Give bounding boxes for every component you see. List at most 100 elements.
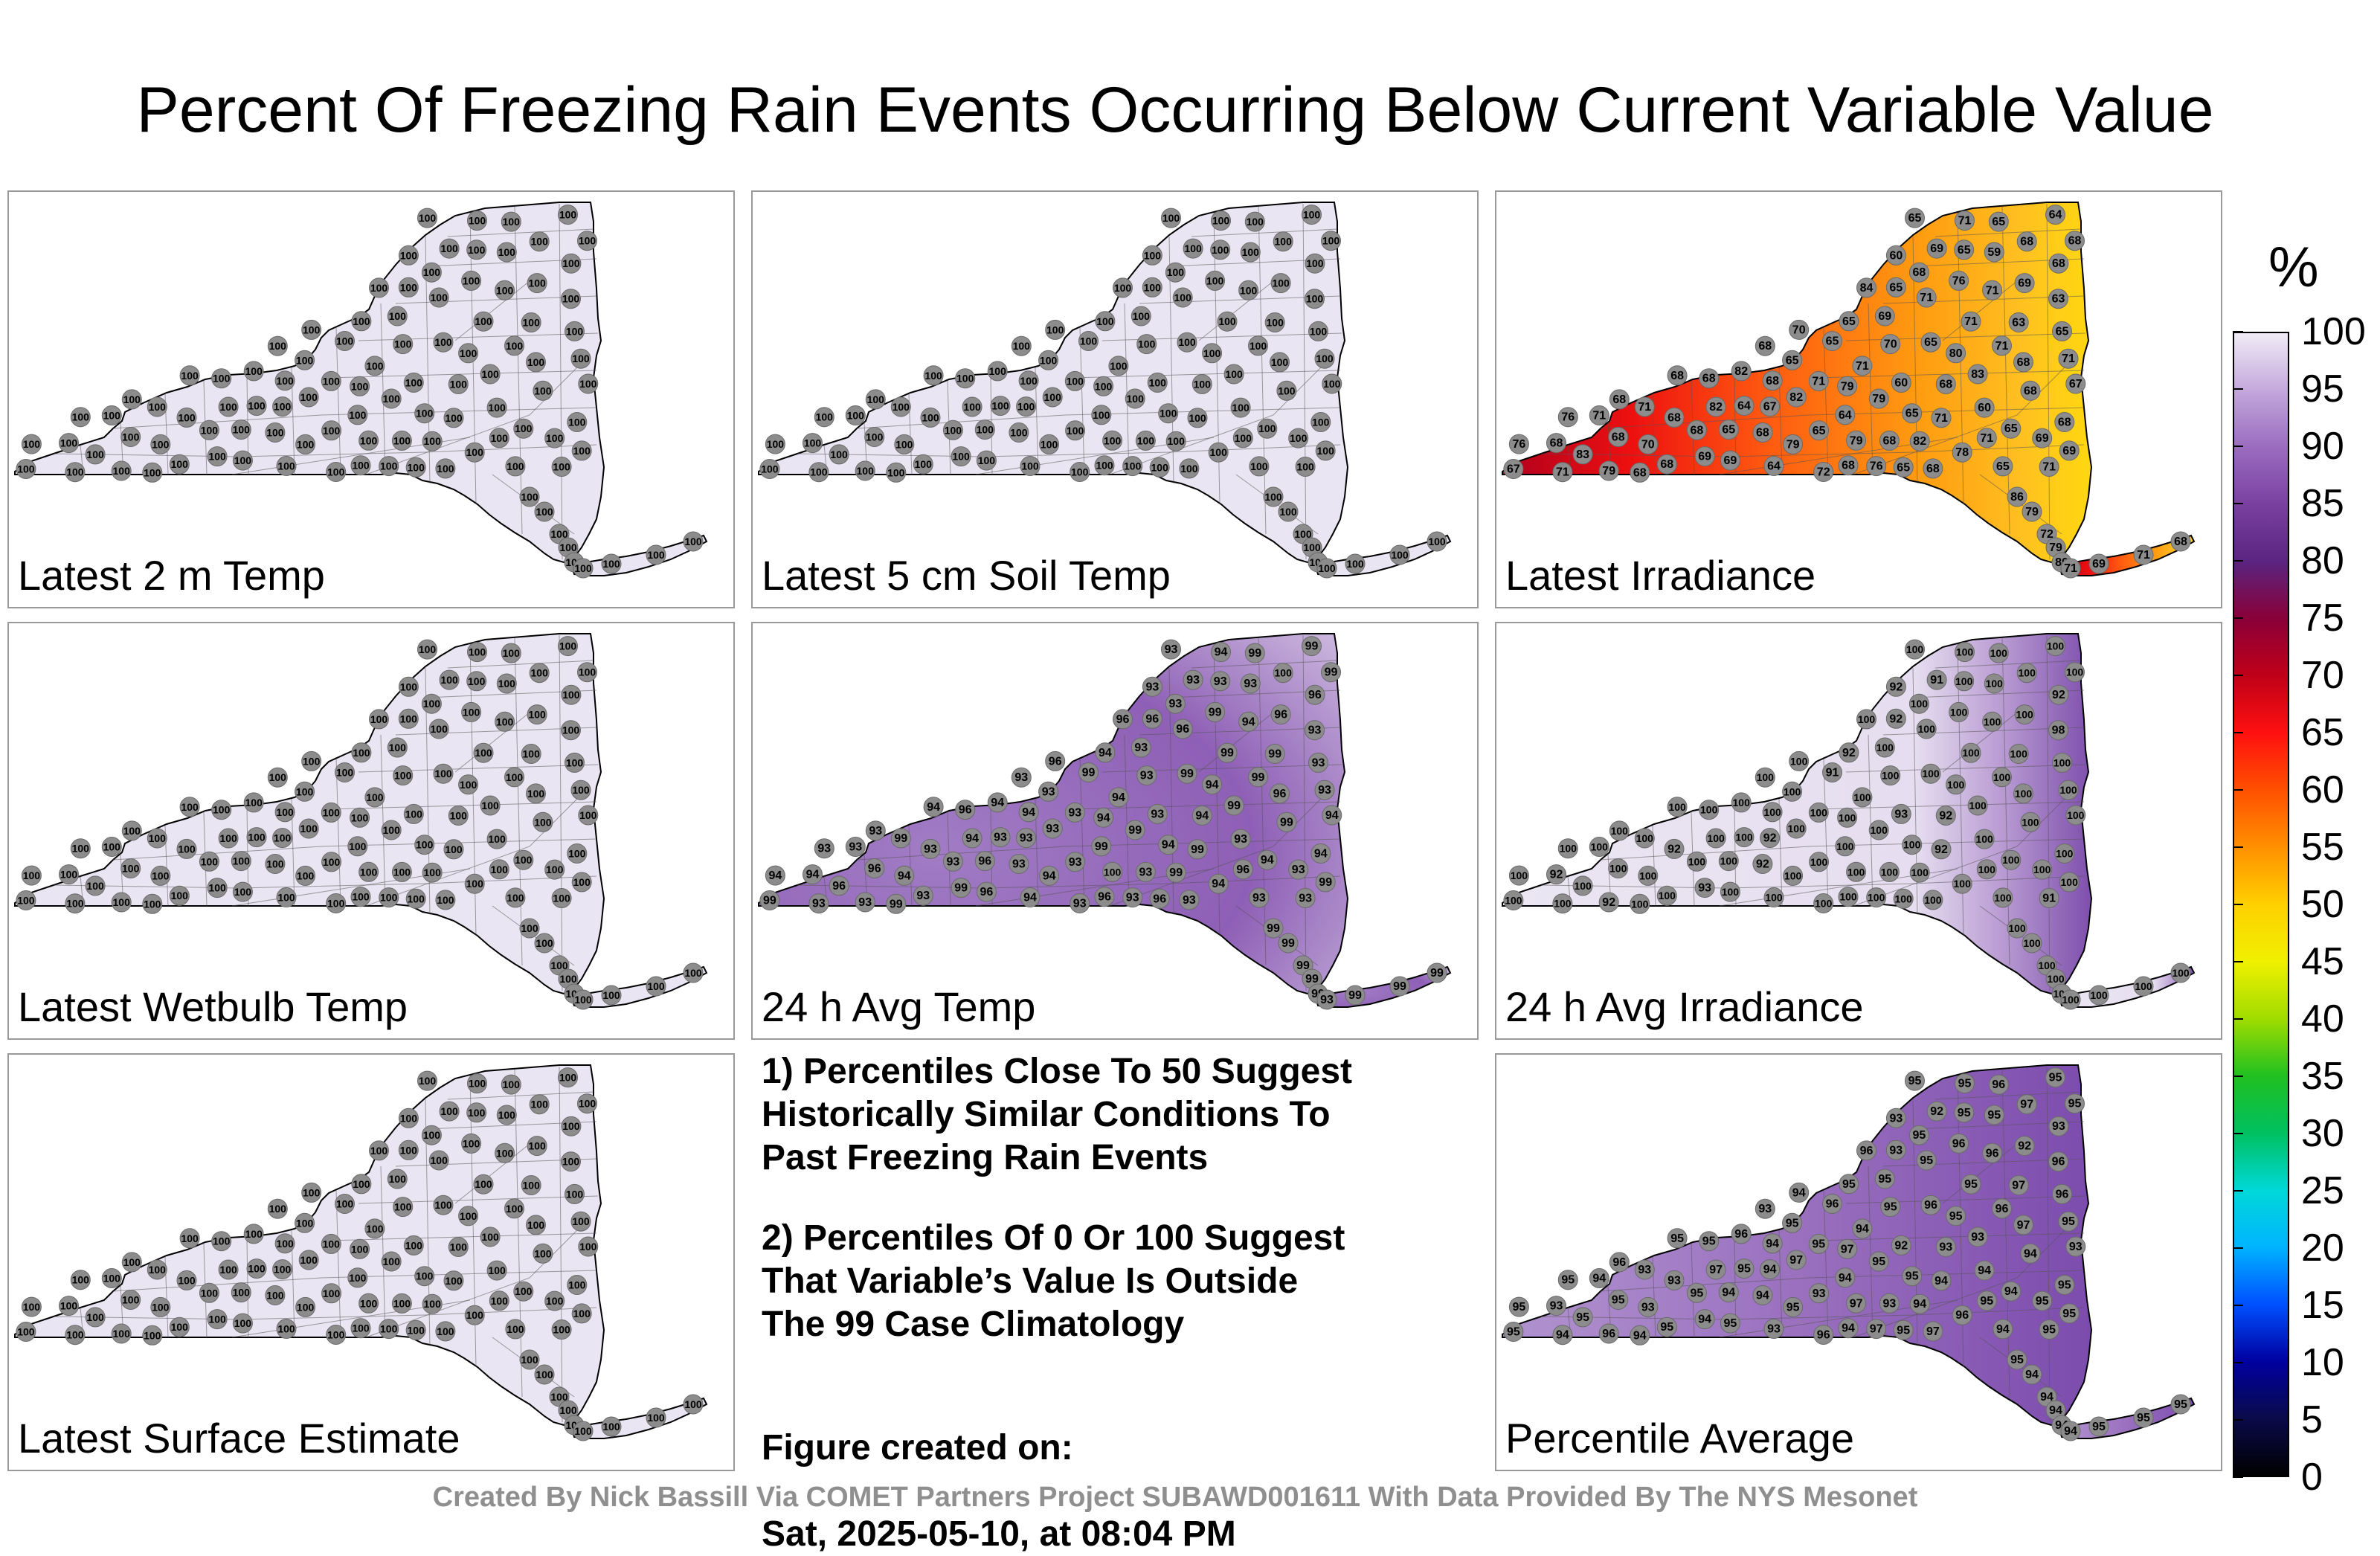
station-marker: 100 (1045, 319, 1066, 340)
station-value: 100 (2172, 967, 2190, 979)
station-marker: 100 (350, 887, 371, 907)
station-marker: 100 (169, 1317, 190, 1337)
station-marker: 100 (923, 365, 944, 386)
station-marker: 68 (2054, 412, 2075, 432)
station-value: 100 (300, 1254, 318, 1266)
station-dot (1018, 802, 1039, 823)
station-value: 95 (1897, 1324, 1910, 1337)
station-dot (571, 1303, 592, 1324)
county-boundary (1258, 206, 1267, 535)
station-value: 94 (1592, 1273, 1606, 1285)
station-value: 100 (1790, 755, 1808, 767)
station-marker: 60 (1885, 245, 1906, 266)
station-dot (1546, 433, 1566, 454)
station-value: 100 (488, 1264, 506, 1276)
station-marker: 100 (1240, 242, 1261, 263)
station-marker: 100 (243, 361, 264, 382)
station-value: 100 (559, 640, 577, 652)
station-value: 100 (366, 1223, 384, 1235)
station-marker: 99 (890, 828, 911, 849)
station-value: 100 (1144, 249, 1162, 261)
station-marker: 100 (1908, 693, 1929, 714)
county-boundary (2046, 203, 2051, 560)
station-dot (2060, 989, 2081, 1010)
station-marker: 68 (1667, 365, 1688, 386)
station-value: 100 (323, 1287, 341, 1299)
station-marker: 100 (513, 849, 534, 870)
station-dot (274, 370, 295, 391)
station-value: 68 (1667, 411, 1681, 424)
station-value: 65 (2004, 422, 2018, 435)
station-dot (448, 374, 469, 394)
station-marker: 100 (179, 1228, 200, 1249)
station-marker: 100 (351, 1174, 372, 1195)
station-dot (1822, 762, 1842, 782)
station-dot (1223, 795, 1244, 816)
station-marker: 100 (951, 446, 971, 467)
station-dot (1874, 306, 1895, 327)
station-marker: 100 (179, 797, 200, 817)
station-dot (414, 1266, 435, 1287)
station-marker: 79 (1783, 434, 1804, 454)
station-marker: 100 (85, 444, 106, 465)
station-marker: 95 (1902, 1266, 1923, 1287)
station-value: 100 (300, 391, 318, 403)
station-value: 100 (1318, 562, 1336, 574)
station-dot (1718, 851, 1739, 872)
station-value: 65 (2056, 325, 2069, 338)
county-boundary (53, 1307, 597, 1320)
station-value: 100 (602, 989, 620, 1001)
map-panel-latest-5cm-soil-temp: 100 100 100 100 100 100 100 100 100 100 100 100 100 1… (751, 190, 1479, 608)
station-dot (1223, 364, 1244, 385)
station-marker: 100 (829, 444, 849, 465)
station-dot (1508, 1296, 1529, 1317)
station-dot (1699, 800, 1720, 820)
station-dot (111, 1323, 132, 1344)
station-marker: 100 (561, 1151, 581, 1172)
station-value: 100 (181, 1232, 199, 1244)
station-dot (1763, 456, 1784, 476)
station-value: 100 (323, 806, 341, 818)
station-dot (2058, 348, 2079, 369)
station-marker: 100 (1210, 239, 1231, 260)
station-dot (845, 837, 866, 857)
station-marker: 100 (414, 835, 435, 855)
station-value: 96 (1308, 689, 1322, 701)
station-marker: 100 (1589, 837, 1609, 857)
station-value: 100 (431, 1154, 448, 1166)
station-dot (558, 1067, 578, 1088)
station-dot (147, 396, 167, 417)
station-value: 100 (1104, 434, 1122, 446)
station-value: 100 (113, 896, 131, 908)
station-marker: 100 (1249, 456, 1270, 477)
station-value: 100 (327, 898, 345, 910)
station-value: 68 (1842, 460, 1855, 472)
station-marker: 69 (1694, 446, 1715, 467)
station-marker: 100 (1846, 861, 1867, 882)
station-dot (1165, 431, 1186, 451)
station-marker: 100 (976, 450, 997, 471)
station-marker: 99 (1217, 742, 1238, 763)
station-dot (301, 319, 322, 340)
station-dot (1257, 849, 1278, 870)
station-marker: 94 (765, 865, 785, 886)
map-panel-graphic: 1001009292929291919292921001009293989291… (1502, 633, 2196, 1010)
station-marker: 64 (1835, 405, 1856, 425)
station-value: 100 (351, 380, 369, 392)
station-dot (70, 1270, 91, 1290)
station-dot (1264, 744, 1285, 764)
station-value: 100 (1720, 855, 1738, 867)
station-dot (381, 820, 402, 840)
station-dot (1276, 811, 1297, 832)
station-dot (267, 335, 288, 356)
station-marker: 94 (1630, 1325, 1650, 1346)
station-marker: 100 (335, 762, 355, 782)
station-dot (150, 865, 171, 886)
station-dot (207, 446, 228, 467)
station-marker: 100 (573, 558, 594, 579)
station-marker: 93 (1165, 693, 1186, 714)
station-dot (1926, 1101, 1947, 1122)
station-marker: 100 (504, 767, 524, 788)
station-dot (1809, 420, 1830, 441)
station-dot (211, 800, 232, 820)
